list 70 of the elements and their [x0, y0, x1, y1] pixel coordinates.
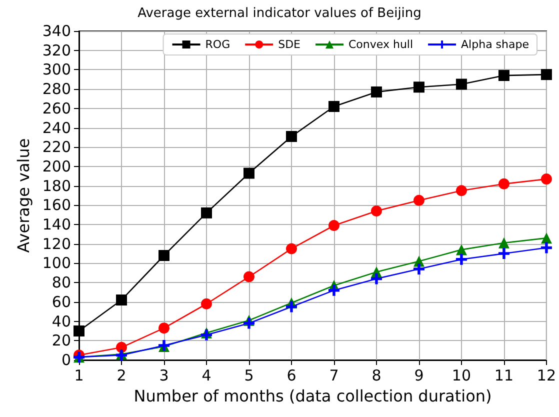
y-axis-title: Average value — [14, 138, 33, 253]
point — [116, 294, 127, 306]
point — [498, 70, 510, 82]
point — [74, 325, 84, 336]
legend-label: Convex hull — [348, 38, 414, 51]
y-tick-label: 60 — [52, 292, 71, 311]
y-tick-label: 260 — [42, 99, 71, 118]
point — [286, 243, 297, 254]
point — [328, 284, 340, 296]
x-tick-label: 7 — [329, 366, 339, 384]
legend-label: ROG — [205, 38, 230, 51]
legend-label: Alpha shape — [461, 38, 530, 51]
point — [243, 318, 254, 329]
point — [413, 82, 424, 93]
x-tick-label: 5 — [244, 366, 254, 384]
point — [456, 185, 467, 196]
y-tick-label: 80 — [52, 274, 71, 292]
point — [540, 174, 552, 185]
point — [158, 322, 170, 334]
x-tick-label: 1 — [74, 366, 84, 384]
x-tick-label: 6 — [286, 366, 296, 384]
point — [540, 232, 552, 244]
point — [286, 301, 297, 312]
point — [201, 298, 212, 310]
point — [498, 178, 510, 190]
point — [498, 248, 510, 260]
point — [370, 86, 382, 98]
point — [243, 168, 254, 179]
point — [243, 271, 254, 282]
point — [540, 69, 552, 80]
point — [456, 78, 467, 90]
y-tick-label: 280 — [42, 80, 71, 98]
point — [413, 194, 424, 206]
y-tick-label: 320 — [42, 41, 71, 60]
y-tick-label: 160 — [42, 196, 71, 214]
y-tick-label: 340 — [42, 22, 71, 40]
point — [328, 220, 340, 231]
x-tick-label: 8 — [372, 366, 382, 384]
y-tick-label: 180 — [42, 176, 71, 195]
y-tick-label: 200 — [42, 157, 71, 176]
y-tick-label: 220 — [42, 138, 71, 156]
y-tick-label: 20 — [52, 332, 71, 350]
y-tick-label: 100 — [42, 254, 71, 272]
y-tick-label: 140 — [42, 216, 71, 234]
x-tick-label: 10 — [452, 366, 472, 384]
point — [200, 207, 212, 218]
point — [456, 254, 467, 265]
point — [286, 130, 297, 142]
x-tick-label: 4 — [202, 366, 212, 384]
point — [413, 264, 424, 275]
x-tick-label: 9 — [414, 366, 424, 384]
y-tick-label: 0 — [61, 351, 71, 369]
x-axis-title: Number of months (data collection duration) — [134, 386, 492, 406]
chart-title: Average external indicator values of Beijing — [138, 6, 422, 21]
point — [498, 237, 510, 248]
point — [540, 242, 552, 254]
y-tick-label: 300 — [42, 60, 71, 79]
x-tick-label: 12 — [536, 366, 556, 384]
point — [370, 273, 382, 284]
legend-label: SDE — [278, 38, 301, 51]
x-tick-label: 2 — [116, 366, 126, 384]
x-tick-label: 11 — [494, 366, 514, 384]
point — [370, 205, 382, 216]
point — [158, 250, 170, 261]
y-tick-label: 40 — [52, 312, 71, 330]
y-tick-label: 120 — [42, 234, 71, 253]
x-tick-label: 3 — [159, 366, 169, 384]
point — [328, 100, 340, 112]
y-tick-label: 240 — [42, 118, 71, 137]
point — [456, 244, 467, 256]
